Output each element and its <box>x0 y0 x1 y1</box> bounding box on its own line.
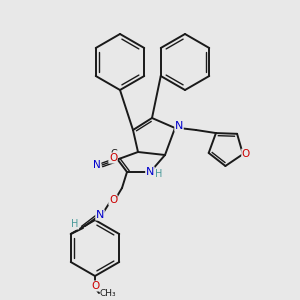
Text: O: O <box>109 195 117 205</box>
Text: H: H <box>71 219 79 229</box>
Text: C: C <box>111 149 117 159</box>
Text: N: N <box>96 210 104 220</box>
Text: O: O <box>242 149 250 159</box>
Text: N: N <box>146 167 154 177</box>
Text: O: O <box>109 153 117 163</box>
Text: N: N <box>93 160 101 170</box>
Text: CH₃: CH₃ <box>99 290 116 298</box>
Text: H: H <box>155 169 163 179</box>
Text: N: N <box>175 121 183 131</box>
Text: O: O <box>91 281 99 291</box>
